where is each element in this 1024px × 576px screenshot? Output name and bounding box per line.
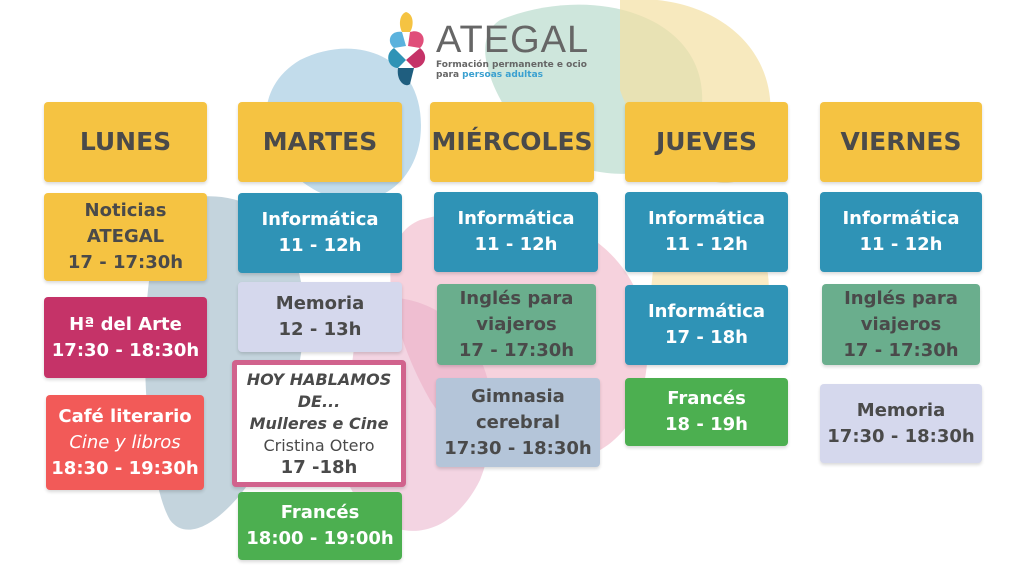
class-card: Noticias ATEGAL 17 - 17:30h (44, 193, 207, 281)
card-text: Gimnasia (471, 385, 565, 407)
class-card: Hª del Arte 17:30 - 18:30h (44, 297, 207, 378)
card-text: 18:00 - 19:00h (246, 528, 394, 549)
card-text: 11 - 12h (474, 234, 558, 255)
card-text: 17:30 - 18:30h (827, 425, 975, 447)
ategal-logo: ATEGAL Formación permanente e ocio para p… (380, 10, 589, 90)
class-card: Informática 11 - 12h (820, 192, 982, 272)
class-card: Informática 17 - 18h (625, 285, 788, 365)
card-text: Mulleres e Cine (249, 413, 389, 433)
header-miercoles: MIÉRCOLES (430, 102, 594, 182)
header-lunes: LUNES (44, 102, 207, 182)
class-card: Francés 18 - 19h (625, 378, 788, 446)
card-text: Informática (457, 208, 575, 229)
class-card: Memoria 12 - 13h (238, 282, 402, 352)
featured-talk-card: HOY HABLAMOS DE... Mulleres e Cine Crist… (232, 360, 406, 487)
card-text: 17:30 - 18:30h (444, 437, 592, 459)
class-card: Gimnasia cerebral 17:30 - 18:30h (436, 378, 600, 467)
leaf-logo-icon (388, 12, 426, 86)
logo-tagline: Formación permanente e ocio para persoas … (436, 60, 589, 80)
card-text: 17 - 17:30h (843, 339, 959, 361)
card-text: Cristina Otero (263, 435, 375, 455)
card-text: 11 - 12h (859, 234, 943, 255)
card-text: cerebral (475, 411, 561, 433)
card-text: Hª del Arte (69, 313, 182, 335)
card-text: Cine y libros (69, 431, 181, 453)
logo-name: ATEGAL (436, 19, 590, 61)
card-text: 12 - 13h (278, 319, 362, 340)
header-viernes: VIERNES (820, 102, 982, 182)
card-text: Informática (647, 301, 766, 322)
card-text: HOY HABLAMOS DE... (246, 369, 392, 411)
class-card: Inglés para viajeros 17 - 17:30h (822, 284, 980, 365)
card-text: Noticias (84, 200, 167, 221)
card-text: 17 -18h (280, 456, 358, 478)
card-text: 11 - 12h (665, 234, 748, 255)
card-text: 17:30 - 18:30h (51, 339, 200, 361)
card-text: para (436, 70, 460, 80)
card-text: Formación permanente e ocio (436, 60, 587, 70)
class-card: Memoria 17:30 - 18:30h (820, 384, 982, 463)
class-card: Inglés para viajeros 17 - 17:30h (437, 284, 596, 365)
card-text: viajeros (860, 313, 942, 335)
card-text: Inglés para (844, 287, 958, 309)
card-text: Memoria (856, 399, 946, 421)
card-text: 17 - 17:30h (458, 339, 575, 361)
class-card: Francés 18:00 - 19:00h (238, 492, 402, 560)
header-martes: MARTES (238, 102, 402, 182)
class-card: Informática 11 - 12h (238, 193, 402, 273)
card-text: Francés (280, 502, 360, 523)
class-card: Informática 11 - 12h (434, 192, 598, 272)
card-text: persoas adultas (462, 70, 544, 80)
class-card: Café literario Cine y libros 18:30 - 19:30… (46, 395, 204, 490)
card-text: Memoria (275, 293, 365, 314)
card-text: Informática (261, 209, 379, 230)
class-card: Informática 11 - 12h (625, 192, 788, 272)
card-text: Francés (667, 388, 746, 409)
card-text: 11 - 12h (278, 235, 362, 256)
card-text: 18 - 19h (665, 414, 748, 435)
header-jueves: JUEVES (625, 102, 788, 182)
card-text: Informática (842, 208, 960, 229)
card-text: viajeros (476, 313, 557, 335)
card-text: Inglés para (459, 287, 574, 309)
card-text: Café literario (58, 405, 192, 427)
card-text: ATEGAL (86, 226, 165, 247)
card-text: Informática (647, 208, 766, 229)
card-text: 17 - 18h (665, 327, 748, 348)
card-text: 18:30 - 19:30h (51, 457, 199, 479)
card-text: 17 - 17:30h (67, 252, 184, 273)
